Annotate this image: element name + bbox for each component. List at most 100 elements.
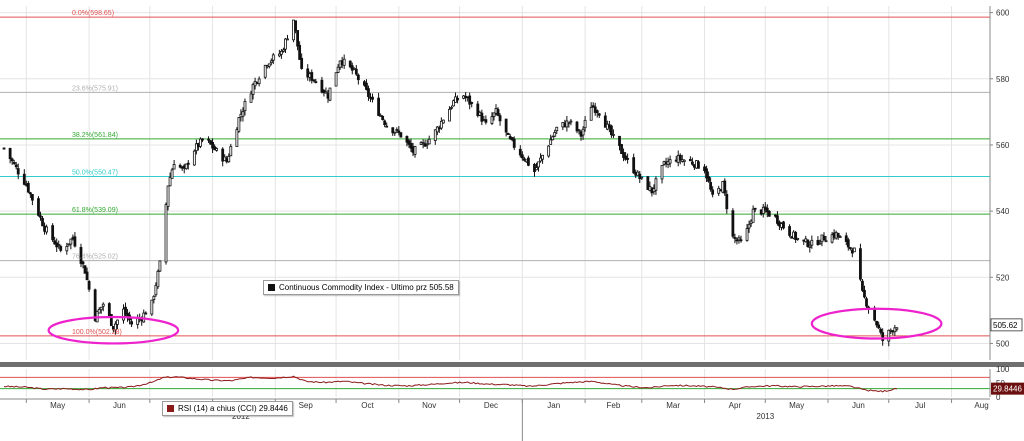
fib-level-label: 50.0%(550.47) — [72, 169, 118, 176]
x-month-label: Nov — [422, 401, 436, 410]
candle-body — [269, 60, 273, 64]
candle — [286, 34, 289, 41]
candle — [409, 138, 413, 153]
candle — [496, 107, 500, 117]
candle-body — [235, 129, 239, 147]
candle — [895, 327, 899, 332]
candle-body — [830, 234, 834, 243]
candle-body — [731, 210, 735, 237]
candle — [320, 76, 324, 94]
candle — [682, 159, 686, 166]
candle — [468, 92, 472, 110]
candle — [818, 239, 822, 245]
candle-body — [640, 176, 644, 179]
candle — [395, 127, 399, 133]
rsi-legend-swatch — [167, 405, 174, 413]
candle-body — [348, 60, 352, 68]
candle — [751, 205, 755, 223]
candle — [597, 112, 601, 118]
candle — [711, 186, 715, 198]
candle-body — [654, 178, 658, 191]
candle — [166, 185, 170, 211]
candle — [852, 247, 856, 253]
candle-body — [113, 323, 117, 331]
candle-body — [646, 176, 650, 190]
candle-body — [765, 207, 769, 213]
candle — [101, 302, 105, 312]
candle — [257, 76, 261, 87]
candle — [527, 155, 530, 167]
candle — [124, 302, 127, 317]
x-month-label: Apr — [729, 401, 742, 410]
candle-body — [158, 260, 162, 272]
candle — [547, 145, 551, 158]
candle-body — [441, 119, 445, 124]
candle — [184, 163, 188, 170]
candle-body — [697, 161, 700, 169]
candle — [87, 279, 91, 292]
candle — [848, 246, 852, 251]
candle-body — [99, 306, 103, 311]
candle-body — [122, 308, 125, 321]
candle — [838, 235, 842, 238]
candle-body — [861, 280, 864, 291]
candle-body — [632, 157, 636, 174]
candle — [824, 235, 828, 243]
candle-body — [59, 246, 63, 251]
candle-body — [549, 139, 553, 145]
candle — [227, 153, 231, 163]
candle-body — [334, 72, 338, 87]
candle-body — [448, 108, 451, 122]
candle — [504, 118, 508, 137]
candle-body — [893, 327, 897, 333]
candle-body — [284, 38, 287, 50]
candle-body — [818, 242, 822, 245]
candle — [53, 236, 57, 245]
candle-body — [810, 239, 814, 246]
main-legend: Continuous Commodity Index - Ultimo prz … — [263, 280, 459, 295]
candle — [354, 65, 358, 76]
candle-body — [83, 265, 87, 274]
candle — [158, 260, 162, 272]
rsi-last-value-box — [991, 382, 1024, 395]
candle-body — [257, 78, 261, 85]
candle-body — [164, 204, 168, 263]
candle-body — [456, 97, 459, 101]
candle-body — [836, 232, 840, 237]
candle-body — [350, 65, 354, 71]
candle-body — [263, 64, 267, 78]
candle — [861, 278, 864, 293]
candle — [456, 95, 459, 104]
candle — [492, 112, 496, 121]
candle — [788, 224, 791, 238]
candle-body — [881, 332, 885, 341]
candle-body — [504, 118, 508, 133]
candle — [385, 122, 389, 128]
candle-body — [541, 154, 544, 160]
candle-body — [310, 72, 314, 81]
candle — [65, 242, 69, 255]
candle — [638, 170, 642, 183]
candle-body — [887, 329, 891, 342]
candle — [577, 129, 581, 135]
candle-body — [365, 82, 368, 90]
rsi-panel — [0, 369, 990, 397]
candle — [2, 147, 6, 150]
candle-body — [439, 120, 443, 129]
candle — [12, 159, 16, 165]
candle-body — [124, 306, 127, 315]
candle — [612, 129, 615, 139]
candle — [450, 105, 453, 110]
candle-body — [553, 132, 557, 137]
fib-level-label: 100.0%(502.28) — [72, 329, 122, 336]
last-price-label: 505.62 — [993, 321, 1018, 330]
candle — [122, 304, 125, 324]
last-price-tag: 505.62 — [990, 318, 1023, 332]
candle — [816, 236, 820, 246]
candle — [178, 163, 182, 169]
candle — [435, 125, 439, 136]
candle — [745, 223, 749, 242]
candle — [595, 109, 599, 118]
candle-body — [498, 115, 502, 122]
